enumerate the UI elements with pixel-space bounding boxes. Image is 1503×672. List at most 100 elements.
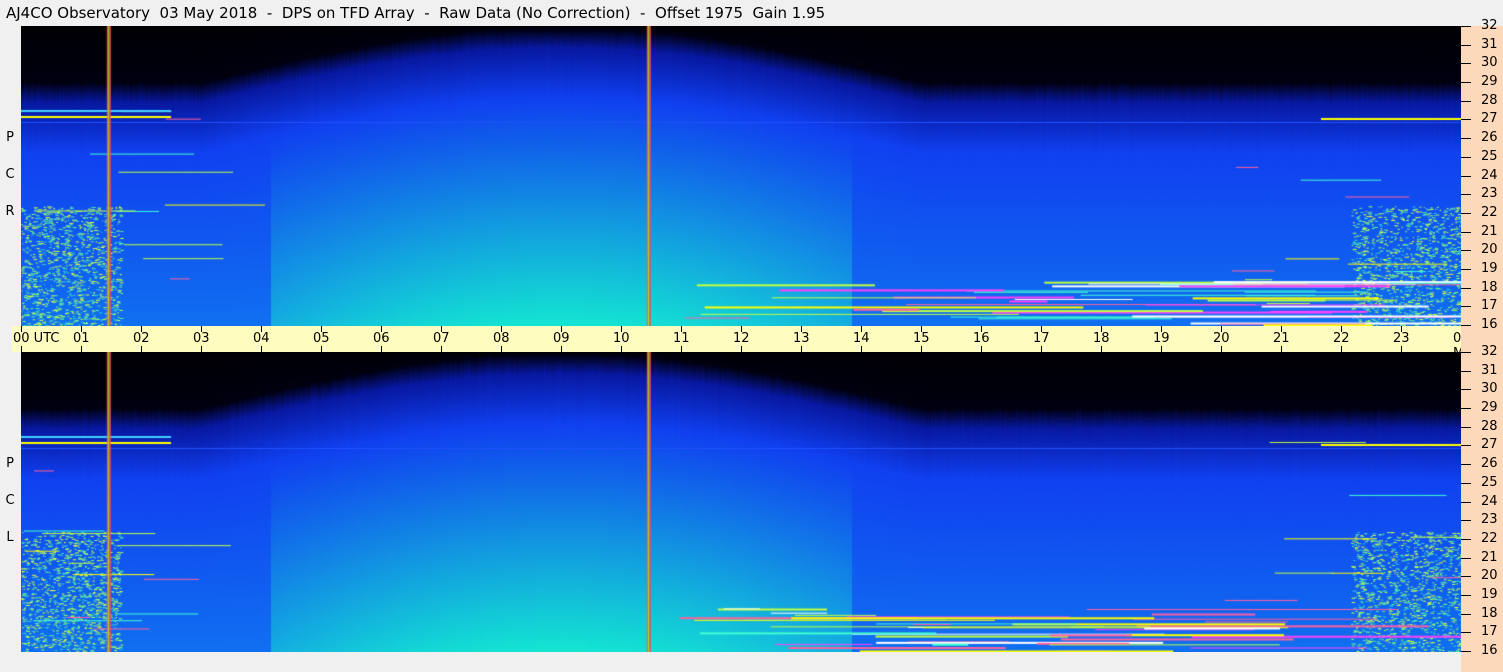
x-tick-label: 03	[193, 331, 210, 346]
y-tick-label: 18	[1481, 605, 1498, 621]
y-tick-mark	[1461, 613, 1471, 615]
y-tick-label: 29	[1481, 400, 1498, 416]
y-tick-label: 21	[1481, 549, 1498, 565]
x-tick-mark	[801, 326, 802, 332]
x-tick-mark	[21, 346, 22, 352]
rcp-heatmap	[21, 26, 1461, 326]
y-tick-label: 20	[1481, 568, 1498, 584]
x-tick-mark	[261, 346, 262, 352]
y-tick-mark	[1461, 482, 1471, 484]
y-tick-label: 32	[1481, 344, 1498, 359]
y-tick-mark	[1461, 520, 1471, 522]
x-tick-mark	[621, 346, 622, 352]
y-tick-label: 28	[1481, 92, 1498, 108]
x-tick-mark	[321, 326, 322, 332]
y-tick-mark	[1461, 287, 1471, 289]
x-tick-mark	[741, 346, 742, 352]
x-tick-mark	[861, 346, 862, 352]
x-tick-mark	[681, 326, 682, 332]
y-tick-mark	[1461, 370, 1471, 372]
x-tick-mark	[1281, 326, 1282, 332]
y-tick-label: 19	[1481, 260, 1498, 276]
y-tick-mark	[1461, 408, 1471, 410]
y-tick-mark	[1461, 100, 1471, 102]
y-tick-mark	[1461, 594, 1471, 596]
y-tick-mark	[1461, 576, 1471, 578]
x-tick-mark	[861, 326, 862, 332]
lcp-spectrogram	[21, 352, 1461, 652]
y-tick-label: 30	[1481, 381, 1498, 397]
y-tick-mark	[1461, 325, 1471, 326]
x-tick-mark	[501, 346, 502, 352]
x-tick-mark	[1161, 346, 1162, 352]
x-tick-label: 19	[1153, 331, 1170, 346]
y-tick-label: 27	[1481, 111, 1498, 127]
y-tick-label: 25	[1481, 474, 1498, 490]
y-tick-mark	[1461, 63, 1471, 65]
y-tick-mark	[1461, 138, 1471, 140]
y-tick-label: 31	[1481, 36, 1498, 52]
y-tick-label: 29	[1481, 74, 1498, 90]
y-tick-mark	[1461, 212, 1471, 214]
x-tick-mark	[1221, 326, 1222, 332]
y-tick-label: 22	[1481, 530, 1498, 546]
x-tick-label: 07	[433, 331, 450, 346]
x-tick-label: 05	[313, 331, 330, 346]
y-tick-mark	[1461, 632, 1471, 634]
y-tick-mark	[1461, 389, 1471, 391]
x-tick-mark	[441, 346, 442, 352]
y-tick-label: 21	[1481, 223, 1498, 239]
x-tick-mark	[921, 346, 922, 352]
y-tick-label: 25	[1481, 148, 1498, 164]
lcp-label: P C L	[4, 456, 16, 567]
y-tick-mark	[1461, 426, 1471, 428]
x-tick-label: 20	[1213, 331, 1230, 346]
x-tick-label: 14	[853, 331, 870, 346]
x-tick-mark	[201, 326, 202, 332]
x-tick-mark	[1041, 346, 1042, 352]
x-tick-mark	[1281, 346, 1282, 352]
y-tick-label: 24	[1481, 493, 1498, 509]
x-tick-mark	[621, 326, 622, 332]
x-tick-mark	[141, 326, 142, 332]
x-tick-mark	[501, 326, 502, 332]
x-tick-label: 17	[1033, 331, 1050, 346]
x-tick-mark	[21, 326, 22, 332]
x-tick-label: 18	[1093, 331, 1110, 346]
x-tick-mark	[801, 346, 802, 352]
y-tick-label: 26	[1481, 130, 1498, 146]
x-tick-mark	[381, 346, 382, 352]
rcp-spectrogram	[21, 26, 1461, 326]
y-tick-mark	[1461, 306, 1471, 308]
y-tick-label: 31	[1481, 362, 1498, 378]
x-tick-label: 21	[1273, 331, 1290, 346]
x-tick-mark	[321, 346, 322, 352]
x-tick-mark	[1401, 346, 1402, 352]
y-tick-mark	[1461, 231, 1471, 233]
lcp-heatmap	[21, 352, 1461, 652]
x-tick-label: 16	[973, 331, 990, 346]
x-tick-mark	[1041, 326, 1042, 332]
x-tick-label: 10	[613, 331, 630, 346]
y-tick-label: 16	[1481, 317, 1498, 332]
x-tick-mark	[1161, 326, 1162, 332]
x-tick-mark	[261, 326, 262, 332]
y-tick-label: 23	[1481, 512, 1498, 528]
x-tick-label: 09	[553, 331, 570, 346]
y-tick-mark	[1461, 26, 1471, 27]
chart-title: AJ4CO Observatory 03 May 2018 - DPS on T…	[6, 4, 826, 22]
y-tick-mark	[1461, 538, 1471, 540]
x-tick-label: 15	[913, 331, 930, 346]
x-tick-mark	[141, 346, 142, 352]
x-tick-mark	[1101, 346, 1102, 352]
y-tick-label: 27	[1481, 437, 1498, 453]
lcp-letter: L	[6, 530, 14, 545]
lcp-letter: C	[5, 493, 15, 508]
y-tick-label: 17	[1481, 624, 1498, 640]
x-tick-mark	[1401, 326, 1402, 332]
x-tick-label: 01	[73, 331, 90, 346]
x-tick-mark	[201, 346, 202, 352]
x-tick-label: 11	[673, 331, 690, 346]
y-tick-label: 26	[1481, 456, 1498, 472]
x-tick-label: 06	[373, 331, 390, 346]
